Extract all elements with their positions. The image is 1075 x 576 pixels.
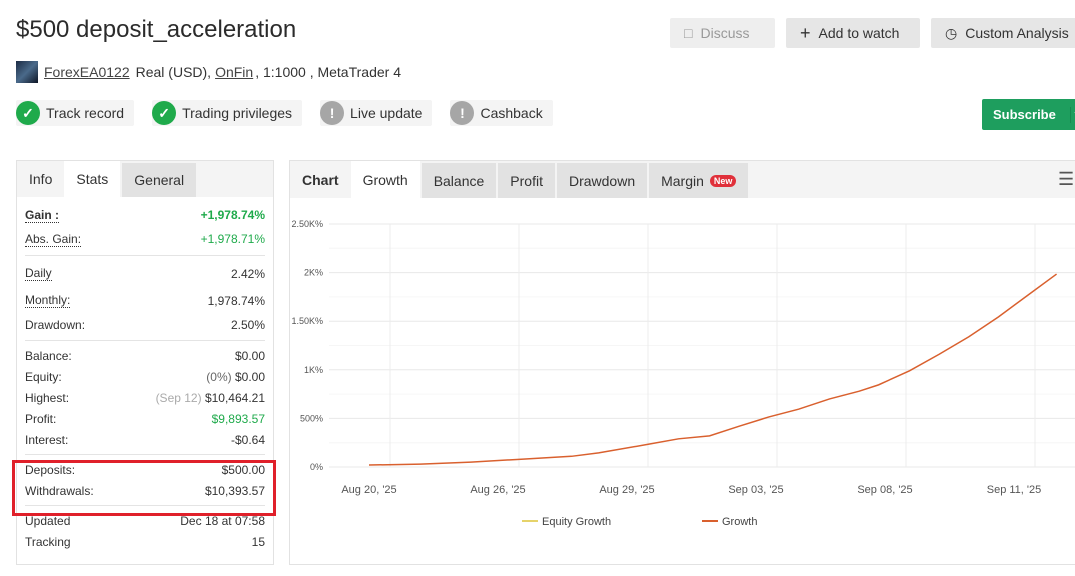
broker-link[interactable]: OnFin <box>215 64 254 80</box>
new-badge: New <box>709 174 737 187</box>
divider <box>25 454 265 455</box>
x-tick-label: Sep 08, '25 <box>857 484 912 496</box>
exclamation-circle-icon: ! <box>450 101 475 125</box>
highest-label: Highest: <box>25 390 70 405</box>
plus-icon: + <box>800 22 811 43</box>
add-to-watch-button[interactable]: + Add to watch <box>786 18 920 48</box>
divider <box>25 255 265 256</box>
account-meta: ForexEA0122 Real (USD), OnFin , 1:1000 ,… <box>16 61 401 83</box>
growth-chart: 0% 500% 1K% 1.50K% 2K% 2.50K% Aug 20, '25 Aug 2… <box>291 219 1075 528</box>
deposits-value: $500.00 <box>221 462 265 477</box>
x-tick-label: Aug 26, '25 <box>470 484 525 496</box>
chart-panel: Chart Growth Balance Profit Drawdown Mar… <box>289 160 1075 565</box>
tab-drawdown[interactable]: Drawdown <box>556 163 648 198</box>
add-to-watch-label: Add to watch <box>818 25 900 41</box>
interest-label: Interest: <box>25 432 69 447</box>
discuss-button[interactable]: □ Discuss <box>670 18 775 48</box>
page-title: $500 deposit_acceleration <box>16 16 297 43</box>
margin-label: Margin <box>661 172 704 189</box>
subscribe-label: Subscribe <box>993 107 1056 122</box>
profit-value: $9,893.57 <box>211 411 265 426</box>
badges: ✓ Track record ✓ Trading privileges! Live up… <box>16 100 553 126</box>
daily-label[interactable]: Daily <box>25 266 52 281</box>
highest-note: (Sep 12) <box>155 390 202 405</box>
highlight-box <box>12 460 276 516</box>
discuss-label: Discuss <box>700 25 750 41</box>
balance-label: Balance: <box>25 348 72 363</box>
y-tick-label: 1K% <box>304 365 323 375</box>
badge-track-record[interactable]: ✓ Track record <box>16 100 135 126</box>
avatar[interactable] <box>16 61 38 83</box>
chevron-down-icon[interactable]: ▾ <box>1069 106 1075 123</box>
x-tick-label: Sep 11, '25 <box>987 484 1042 496</box>
drawdown-label: Drawdown: <box>25 318 86 332</box>
y-tick-label: 2K% <box>304 268 323 278</box>
deposits-label: Deposits: <box>25 462 76 477</box>
check-circle-icon: ✓ <box>152 101 177 125</box>
legend-label: Growth <box>722 516 757 528</box>
gain-label[interactable]: Gain : <box>25 207 60 223</box>
monthly-label[interactable]: Monthly: <box>25 293 71 308</box>
withdrawals-value: $10,393.57 <box>204 483 265 498</box>
comment-icon: □ <box>684 25 693 41</box>
badge-label: Track record <box>46 105 125 121</box>
abs-gain-label[interactable]: Abs. Gain: <box>25 231 82 247</box>
equity-value: $0.00 <box>234 369 265 384</box>
clock-icon: ◷ <box>945 24 958 41</box>
series-line-growth <box>368 273 1058 466</box>
badge-cashback[interactable]: ! Cashback <box>450 100 553 126</box>
tab-stats[interactable]: Stats <box>64 161 121 197</box>
badge-label: Cashback <box>480 105 543 121</box>
equity-note: (0%) <box>206 369 232 384</box>
balance-value: $0.00 <box>234 348 265 363</box>
divider <box>25 340 265 341</box>
x-tick-label: Sep 03, '25 <box>728 484 783 496</box>
updated-value: Dec 18 at 07:58 <box>180 513 265 528</box>
y-tick-label: 500% <box>300 413 323 423</box>
monthly-value: 1,978.74% <box>207 293 265 308</box>
abs-gain-value: +1,978.71% <box>200 232 265 246</box>
stats-panel: Info Stats General Gain : +1,978.74% Abs.… <box>16 160 274 565</box>
highest-value: $10,464.21 <box>204 390 265 405</box>
equity-label: Equity: <box>25 369 62 384</box>
custom-analysis-button[interactable]: ◷ Custom Analysis <box>931 18 1075 48</box>
gain-value: +1,978.74% <box>200 208 265 222</box>
y-tick-label: 0% <box>310 462 323 472</box>
badge-live-update[interactable]: ! Live update <box>320 100 433 126</box>
drawdown-value: 2.50% <box>230 318 265 332</box>
tab-info[interactable]: Info <box>29 171 53 187</box>
badge-label: Live update <box>350 105 423 121</box>
tab-profit[interactable]: Profit <box>498 163 555 198</box>
custom-analysis-label: Custom Analysis <box>965 25 1069 41</box>
badge-label: Trading privileges <box>182 105 293 121</box>
subscribe-button[interactable]: Subscribe ▾ <box>982 99 1075 130</box>
y-tick-label: 2.50K% <box>291 219 323 229</box>
updated-label: Updated <box>25 513 71 528</box>
exclamation-circle-icon: ! <box>320 101 345 125</box>
daily-value: 2.42% <box>230 266 265 281</box>
chart-label: Chart <box>302 171 339 188</box>
account-type: Real (USD), <box>135 64 212 80</box>
user-link[interactable]: ForexEA0122 <box>44 64 130 80</box>
withdrawals-label: Withdrawals: <box>25 483 94 498</box>
tracking-value: 15 <box>251 534 265 549</box>
x-tick-label: Aug 20, '25 <box>341 484 396 496</box>
tab-growth[interactable]: Growth <box>350 161 420 198</box>
interest-value: -$0.64 <box>230 432 265 447</box>
tab-margin[interactable]: Margin New <box>649 163 749 198</box>
account-details: , 1:1000 , MetaTrader 4 <box>255 64 401 80</box>
tracking-label: Tracking <box>25 534 71 549</box>
tab-balance[interactable]: Balance <box>421 163 497 198</box>
settings-sliders-icon[interactable]: ☰ <box>1058 169 1075 189</box>
profit-label: Profit: <box>25 411 57 426</box>
divider <box>25 505 265 506</box>
legend-label: Equity Growth <box>542 516 611 528</box>
y-tick-label: 1.50K% <box>291 316 323 326</box>
check-circle-icon: ✓ <box>16 101 40 125</box>
badge-trading-privileges[interactable]: ✓ Trading privileges <box>152 100 303 126</box>
x-tick-label: Aug 29, '25 <box>599 484 654 496</box>
tab-general[interactable]: General <box>122 163 197 197</box>
